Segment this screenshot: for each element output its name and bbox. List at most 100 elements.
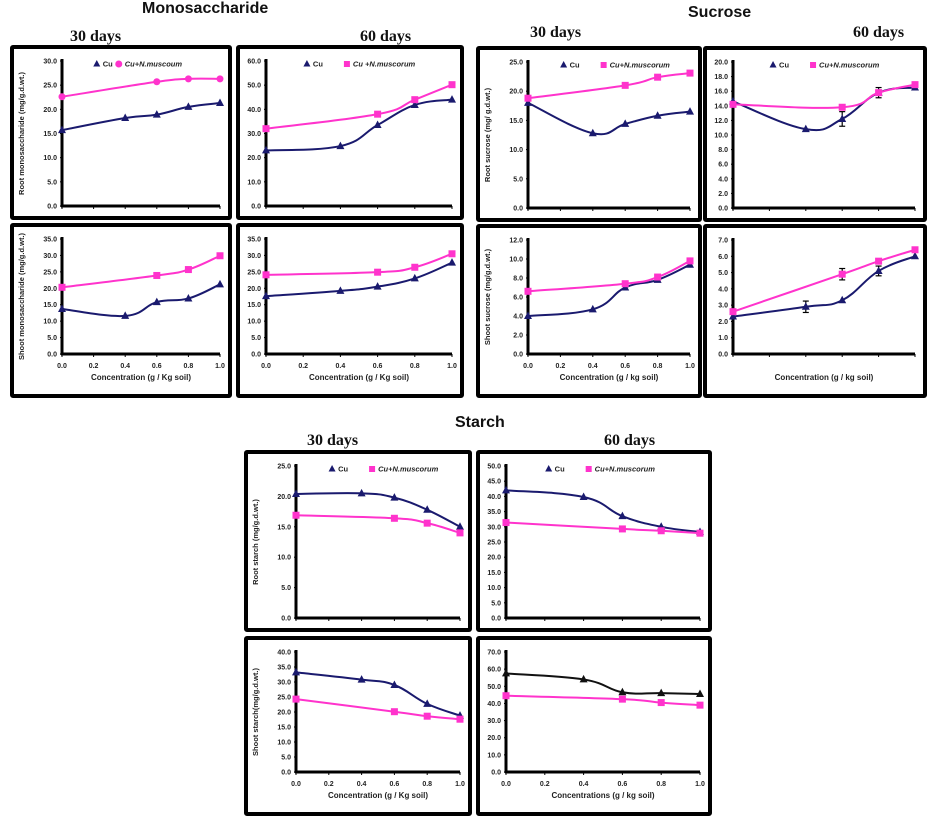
series-line-cu-nm: [505, 521, 701, 535]
data-point-cu-nm: [423, 519, 431, 527]
x-tick-label: 1.0: [447, 363, 457, 370]
y-tick-label: 4.0: [718, 286, 728, 293]
data-point-cu-nm: [153, 271, 161, 279]
legend-marker-cu-nm: [343, 61, 350, 67]
data-point-cu: [579, 492, 588, 501]
y-tick-label: 7.0: [718, 238, 728, 245]
y-tick-label: 25.0: [487, 540, 501, 547]
data-point-cu: [448, 95, 456, 103]
y-tick-label: 6.0: [718, 162, 728, 169]
chart-mono-shoot-30: 0.0 5.0 10.0 15.0 20.0 25.0 30.0 35.0 0.0 0.2 0.4 0…: [10, 223, 232, 398]
y-tick-label: 40.0: [247, 107, 261, 114]
legend-marker-cu: [303, 60, 311, 67]
y-tick-label: 20.0: [487, 555, 501, 562]
y-tick-label: 30.0: [247, 131, 261, 138]
series-line-cu: [732, 255, 916, 318]
y-axis-label: Shoot monosaccharide (mg/g.d.wt.): [17, 232, 26, 360]
legend-marker-cu-nm: [369, 466, 376, 472]
y-tick-label: 12.0: [714, 118, 728, 125]
y-tick-label: 0.0: [251, 204, 261, 211]
y-tick-label: 10.0: [277, 740, 291, 747]
x-tick-label: 0.8: [653, 363, 663, 370]
x-tick-label: 0.4: [588, 363, 598, 370]
y-tick-label: 60.0: [247, 59, 261, 66]
series-line-cu: [505, 489, 701, 533]
legend-label-cu-nm: Cu+N.muscorum: [819, 61, 880, 70]
y-tick-label: 20.0: [43, 107, 57, 114]
y-tick-label: 25.0: [277, 464, 291, 471]
data-point-cu: [410, 273, 419, 282]
legend-label-cu-nm: Cu+N.muscoum: [125, 60, 183, 69]
data-point-cu: [121, 113, 130, 122]
data-point-cu-nm: [58, 283, 66, 291]
data-point-cu-nm: [374, 110, 382, 118]
data-point-cu-nm: [411, 96, 419, 104]
data-point-cu-nm: [657, 699, 665, 707]
data-point-cu-nm: [654, 273, 662, 281]
data-point-cu-nm: [524, 287, 532, 295]
y-tick-label: 25.0: [509, 60, 523, 67]
legend-marker-cu-nm: [600, 62, 607, 68]
chart-svg: 0.0 5.0 10.0 15.0 20.0 25.0 30.0 35.0 40.0 45.0 50…: [487, 464, 704, 623]
data-point-cu: [336, 141, 345, 150]
chart-svg: 0.0 5.0 10.0 15.0 20.0 25.0 Root sucrose (mg/ …: [483, 60, 694, 213]
y-tick-label: 20.0: [714, 60, 728, 67]
data-point-cu: [448, 258, 456, 266]
y-tick-label: 45.0: [487, 479, 501, 486]
data-point-cu-nm: [184, 266, 192, 274]
data-point-cu-nm: [696, 529, 704, 537]
y-tick-label: 50.0: [487, 464, 501, 471]
group-title-starch: Starch: [455, 414, 505, 431]
y-axis-label: Shoot sucrose (mg/g.d.wt.): [483, 248, 492, 345]
y-tick-label: 25.0: [43, 269, 57, 276]
y-tick-label: 20.0: [277, 710, 291, 717]
group-title-monosaccharide: Monosaccharide: [142, 0, 269, 17]
data-point-cu: [152, 297, 161, 306]
data-point-cu: [373, 282, 382, 290]
data-point-cu: [801, 124, 810, 133]
y-tick-label: 3.0: [718, 303, 728, 310]
data-point-cu-nm: [618, 525, 626, 533]
chart-mono-root-60: 0.0 10.0 20.0 30.0 40.0 50.0 60.0 Cu Cu +N.musco…: [236, 45, 464, 220]
data-point-cu-nm: [686, 69, 694, 77]
legend-marker-cu-nm: [810, 62, 817, 68]
data-point-cu-nm: [456, 715, 464, 723]
x-tick-label: 0.0: [523, 363, 533, 370]
series-line-cu-nm: [732, 248, 916, 313]
legend-marker-cu: [545, 465, 553, 472]
y-tick-label: 0.0: [513, 352, 523, 359]
y-tick-label: 5.0: [281, 585, 291, 592]
series-line-cu: [265, 261, 453, 298]
y-tick-label: 10.0: [714, 133, 728, 140]
data-point-cu-nm: [524, 94, 532, 102]
y-tick-label: 0.0: [718, 352, 728, 359]
data-point-cu: [696, 689, 704, 697]
data-point-cu: [588, 128, 597, 137]
y-tick-label: 0.0: [513, 206, 523, 213]
series-line-cu-nm: [61, 77, 221, 98]
legend-marker-cu: [328, 465, 336, 472]
x-tick-label: 0.6: [373, 363, 383, 370]
y-tick-label: 2.0: [513, 333, 523, 340]
legend-marker-cu: [769, 61, 777, 68]
y-tick-label: 10.0: [509, 257, 523, 264]
legend-marker-cu-nm: [115, 60, 123, 68]
chart-mono-root-30: 0.0 5.0 10.0 15.0 20.0 25.0 30.0 Root monosacch…: [10, 45, 232, 220]
y-tick-label: 30.0: [277, 680, 291, 687]
x-axis-label: Concentration (g / Kg soil): [91, 373, 191, 382]
x-tick-label: 0.6: [618, 781, 628, 788]
y-tick-label: 5.0: [47, 179, 57, 186]
x-tick-label: 0.2: [298, 363, 308, 370]
chart-svg: 0.0 5.0 10.0 15.0 20.0 25.0 30.0 Root monosacch…: [17, 59, 224, 211]
x-tick-label: 0.6: [152, 363, 162, 370]
series-line-cu-nm: [295, 698, 461, 721]
period-label-suc-30: 30 days: [530, 24, 582, 41]
data-point-cu: [579, 674, 588, 683]
data-point-cu: [357, 488, 366, 497]
y-tick-label: 8.0: [513, 276, 523, 283]
y-tick-label: 12.0: [509, 238, 523, 245]
x-tick-label: 1.0: [685, 363, 695, 370]
data-point-cu-nm: [292, 695, 300, 703]
data-point-cu-nm: [374, 268, 382, 276]
data-point-cu: [58, 304, 66, 312]
